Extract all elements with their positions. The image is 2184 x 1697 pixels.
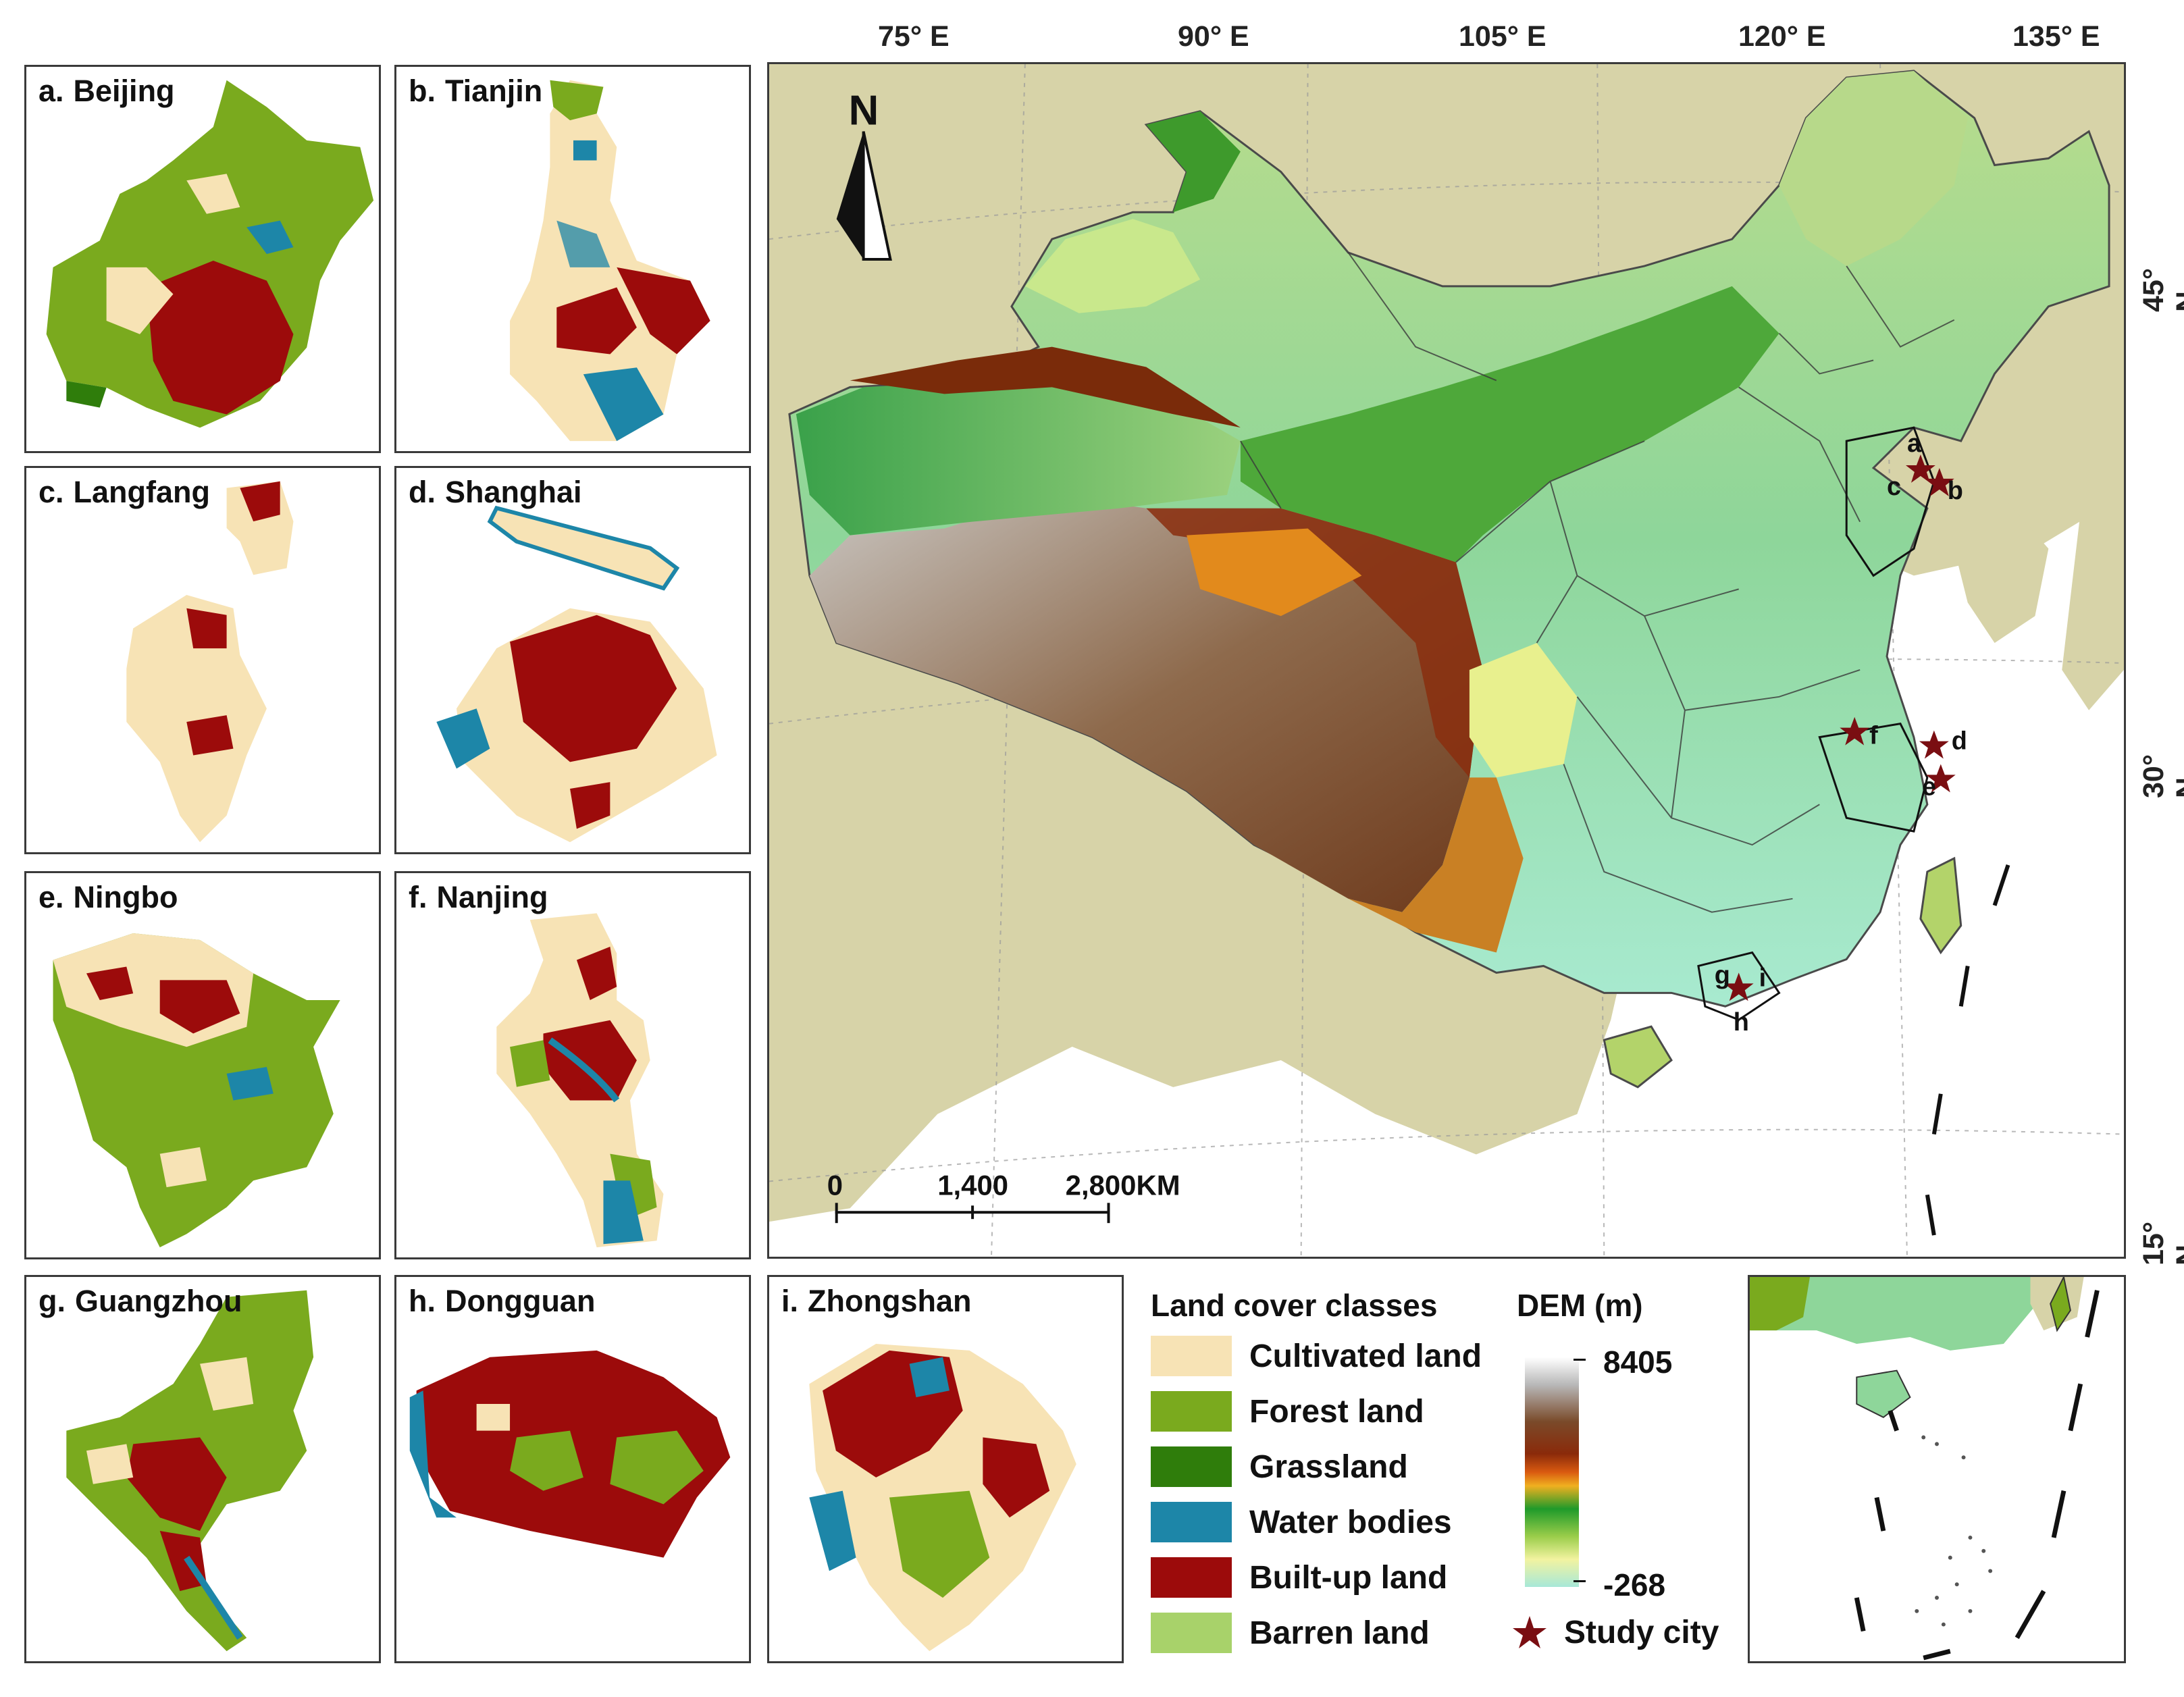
northern-grassland — [1240, 286, 1779, 563]
panel-ningbo: e. Ningbo — [24, 871, 381, 1259]
dem-color-ramp — [1525, 1357, 1579, 1587]
panel-title-zhongshan: i. Zhongshan — [781, 1284, 972, 1318]
panel-guangzhou: g. Guangzhou — [24, 1275, 381, 1663]
junggar-basin — [1024, 219, 1201, 313]
legend-item-water: Water bodies — [1151, 1502, 1452, 1542]
lon-tick-120: 120° E — [1738, 20, 1826, 53]
legend-swatch — [1151, 1502, 1232, 1542]
panel-title-langfang: c. Langfang — [38, 475, 211, 509]
scale-bar: 0 1,400 2,800KM — [827, 1169, 1180, 1224]
panel-title-tianjin: b. Tianjin — [409, 74, 543, 108]
city-marker-a: a — [1907, 429, 1922, 458]
dem-max-label: 8405 — [1603, 1344, 1673, 1380]
city-marker-c: c — [1887, 473, 1901, 501]
pearl-delta-outline — [1697, 951, 1781, 1021]
legend-item-cultivated: Cultivated land — [1151, 1336, 1482, 1376]
northeast-forest — [1779, 70, 1968, 266]
yangtze-delta-outline — [1818, 723, 1929, 833]
panel-dongguan: h. Dongguan — [394, 1275, 751, 1663]
sichuan-basin — [1469, 643, 1578, 778]
altai-range — [1146, 111, 1241, 213]
plateau-rim — [1146, 508, 1483, 778]
north-arrow-icon: N — [836, 88, 892, 261]
star-icon — [1905, 454, 1935, 483]
yunnan-plateau — [1348, 777, 1524, 953]
panel-title-ningbo: e. Ningbo — [38, 880, 178, 914]
city-marker-b: b — [1948, 477, 1963, 505]
scale-label-0: 0 — [827, 1169, 843, 1201]
scale-label-2800: 2,800KM — [1066, 1169, 1180, 1201]
tianshan-range — [850, 346, 1241, 428]
panel-title-guangzhou: g. Guangzhou — [38, 1284, 242, 1318]
lat-tick-30: 30° N — [2137, 754, 2184, 798]
legend-swatch — [1151, 1446, 1232, 1487]
taiwan-island — [1919, 856, 1962, 955]
study-city-label: Study city — [1564, 1615, 1719, 1650]
panel-title-dongguan: h. Dongguan — [409, 1284, 596, 1318]
legend-label: Built-up land — [1249, 1559, 1448, 1596]
panel-shanghai: d. Shanghai — [394, 466, 751, 854]
japan-land — [2062, 414, 2124, 710]
city-marker-h: h — [1734, 1008, 1749, 1037]
lon-tick-90: 90° E — [1178, 20, 1249, 53]
korea-land — [1947, 494, 2049, 644]
star-icon — [1840, 716, 1870, 746]
legend-item-forest: Forest land — [1151, 1391, 1424, 1432]
city-marker-g: g — [1715, 961, 1730, 989]
legend-swatch — [1151, 1613, 1232, 1653]
star-icon — [1925, 764, 1956, 793]
dem-max-tick — [1574, 1359, 1586, 1361]
tarim-basin — [796, 380, 1241, 536]
panel-title-shanghai: d. Shanghai — [409, 475, 582, 509]
star-icon — [1924, 467, 1954, 496]
lon-tick-105: 105° E — [1459, 20, 1546, 53]
legend-label: Grassland — [1249, 1448, 1408, 1485]
dem-legend-title: DEM (m) — [1517, 1288, 1643, 1323]
lon-tick-75: 75° E — [878, 20, 950, 53]
legend-swatch — [1151, 1391, 1232, 1432]
legend-item-builtup: Built-up land — [1151, 1557, 1447, 1598]
city-marker-d: d — [1952, 727, 1967, 756]
star-icon — [1919, 730, 1949, 759]
legend-item-study-city: Study city — [1511, 1614, 1719, 1651]
star-icon — [1723, 972, 1754, 1001]
panel-langfang: c. Langfang — [24, 466, 381, 854]
legend-swatch — [1151, 1336, 1232, 1376]
city-marker-e: e — [1922, 773, 1936, 801]
panel-nanjing: f. Nanjing — [394, 871, 751, 1259]
main-map: a b c d e f g h i N 0 1,400 2,800KM — [767, 62, 2126, 1259]
city-marker-f: f — [1869, 722, 1878, 750]
panel-title-beijing: a. Beijing — [38, 74, 175, 108]
south-china-sea-inset — [1748, 1275, 2126, 1663]
lat-tick-15: 15° N — [2137, 1221, 2184, 1265]
panel-zhongshan: i. Zhongshan — [767, 1275, 1124, 1663]
city-marker-i: i — [1759, 964, 1767, 992]
panel-tianjin: b. Tianjin — [394, 65, 751, 453]
legend-label: Barren land — [1249, 1615, 1430, 1651]
north-label: N — [849, 88, 879, 134]
lon-tick-135: 135° E — [2012, 20, 2100, 53]
dem-min-tick — [1574, 1580, 1586, 1582]
scale-label-1400: 1,400 — [937, 1169, 1008, 1201]
beijing-tianjin-outline — [1845, 426, 1935, 577]
lat-tick-45: 45° N — [2137, 267, 2184, 312]
legend-item-barren: Barren land — [1151, 1613, 1430, 1653]
star-icon — [1513, 1615, 1546, 1648]
hainan-island — [1603, 1025, 1673, 1089]
legend-item-grassland: Grassland — [1151, 1446, 1408, 1487]
panel-title-nanjing: f. Nanjing — [409, 880, 548, 914]
legend-label: Water bodies — [1249, 1504, 1452, 1540]
legend-label: Cultivated land — [1249, 1338, 1482, 1374]
panel-beijing: a. Beijing — [24, 65, 381, 453]
land-cover-legend-title: Land cover classes — [1151, 1288, 1438, 1323]
legend-label: Forest land — [1249, 1393, 1424, 1430]
dem-min-label: -268 — [1603, 1567, 1666, 1602]
qaidam-basin — [1187, 528, 1362, 617]
legend-swatch — [1151, 1557, 1232, 1598]
